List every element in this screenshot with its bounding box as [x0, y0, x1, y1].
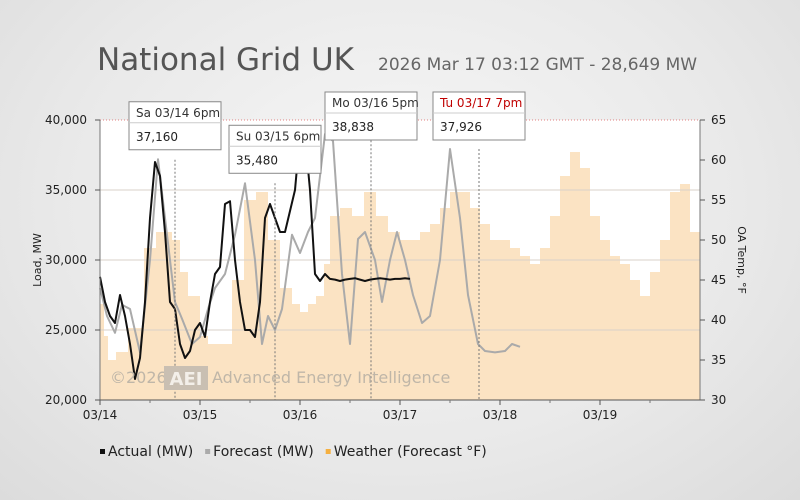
callout-box: Tu 03/17 7pm 37,926 — [432, 91, 526, 141]
callout-value: 37,926 — [440, 120, 482, 134]
callout-background — [228, 124, 322, 174]
y-tick-label: 40,000 — [45, 113, 87, 127]
watermark-text: Advanced Energy Intelligence — [212, 368, 450, 387]
y-tick-label: 25,000 — [45, 323, 87, 337]
watermark-logo: AEI — [170, 369, 203, 390]
y2-tick-label: 45 — [711, 273, 726, 287]
y2-tick-label: 60 — [711, 153, 726, 167]
callout-box: Su 03/15 6pm 35,480 — [228, 124, 322, 174]
callout-value: 38,838 — [332, 120, 374, 134]
callout-date: Sa 03/14 6pm — [136, 106, 220, 120]
y2-tick-label: 30 — [711, 393, 726, 407]
legend-label: Weather (Forecast °F) — [334, 444, 487, 460]
legend-label: Actual (MW) — [108, 444, 193, 460]
watermark-logo-box — [164, 366, 208, 390]
watermark: ©2026 AEI Advanced Energy Intelligence — [110, 366, 450, 390]
x-tick-label: 03/19 — [583, 408, 618, 422]
callout-date: Tu 03/17 7pm — [439, 96, 522, 110]
chart-title: National Grid UK — [97, 42, 355, 78]
callout-background — [128, 101, 222, 151]
callout-date: Su 03/15 6pm — [236, 129, 320, 143]
y2-tick-label: 55 — [711, 193, 726, 207]
chart-subtitle: 2026 Mar 17 03:12 GMT - 28,649 MW — [378, 55, 697, 75]
y-tick-label: 20,000 — [45, 393, 87, 407]
forecast-line — [99, 133, 521, 354]
y-tick-labels: 20,000 25,000 30,000 35,000 40,000 — [45, 113, 100, 407]
callout-layer: Sa 03/14 6pm 37,160 Su 03/15 6pm 35,480 Mo 0… — [128, 91, 526, 174]
y2-tick-label: 50 — [711, 233, 726, 247]
callout-box: Sa 03/14 6pm 37,160 — [128, 101, 222, 151]
actual-layer — [99, 133, 411, 380]
y2-tick-label: 65 — [711, 113, 726, 127]
y-tick-label: 35,000 — [45, 183, 87, 197]
x-tick-label: 03/15 — [183, 408, 218, 422]
x-tick-label: 03/17 — [383, 408, 418, 422]
callout-value: 37,160 — [136, 130, 178, 144]
callout-date: Mo 03/16 5pm — [332, 96, 419, 110]
actual-line — [99, 133, 411, 380]
legend-label: Forecast (MW) — [213, 444, 314, 460]
y-tick-label: 30,000 — [45, 253, 87, 267]
callout-background — [324, 91, 418, 141]
callout-value: 35,480 — [236, 153, 278, 167]
legend-swatch — [325, 449, 331, 454]
watermark-copyright: ©2026 — [110, 368, 167, 387]
y2-axis-title: OA Temp, °F — [735, 226, 748, 294]
x-tick-labels: 03/14 03/15 03/16 03/17 03/18 03/19 — [83, 400, 651, 422]
y2-tick-labels: 30 35 40 45 50 55 60 65 — [700, 113, 726, 407]
y-axis-title: Load, MW — [31, 233, 44, 287]
y2-tick-label: 40 — [711, 313, 726, 327]
forecast-layer — [99, 133, 521, 354]
legend-swatch — [205, 449, 211, 454]
y2-tick-label: 35 — [711, 353, 726, 367]
x-tick-label: 03/14 — [83, 408, 118, 422]
callout-markers — [174, 136, 480, 400]
x-tick-label: 03/16 — [283, 408, 318, 422]
legend: Actual (MW) Forecast (MW) Weather (Forecas… — [100, 444, 487, 460]
x-tick-label: 03/18 — [483, 408, 518, 422]
callout-box: Mo 03/16 5pm 38,838 — [324, 91, 419, 141]
callout-background — [432, 91, 526, 141]
legend-swatch — [100, 449, 105, 454]
